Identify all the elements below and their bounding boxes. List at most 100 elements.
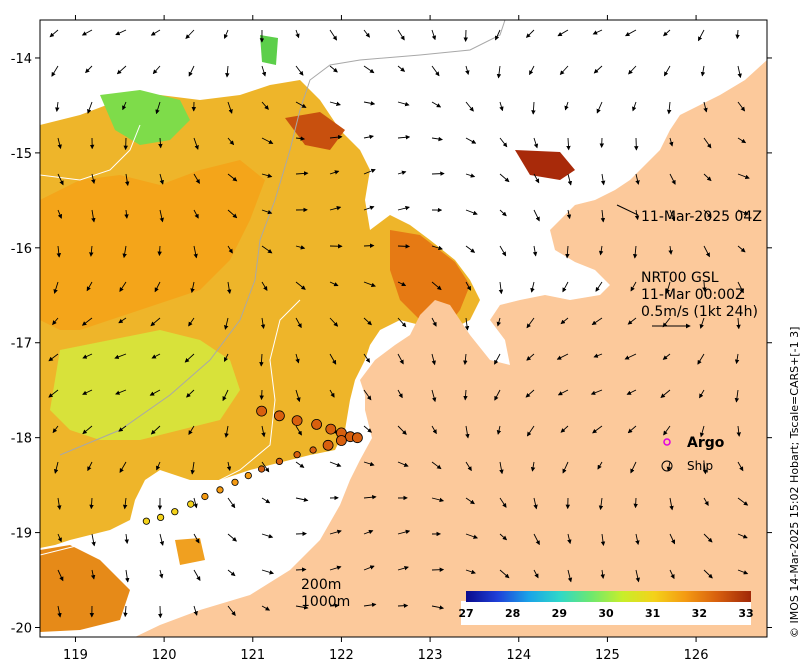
- current-vector: [562, 281, 569, 293]
- sst-green-patch: [100, 90, 190, 145]
- current-vector: [465, 209, 478, 215]
- current-vector: [363, 602, 377, 608]
- current-vector: [700, 65, 706, 77]
- current-vector: [663, 29, 671, 37]
- current-vector: [556, 353, 569, 360]
- x-tick-label: 126: [684, 648, 709, 663]
- current-vector: [53, 461, 59, 474]
- argo-legend-label: Argo: [687, 435, 725, 451]
- current-vector: [261, 569, 275, 575]
- current-vector: [57, 173, 64, 186]
- current-vector: [625, 29, 637, 37]
- current-vectors: [48, 29, 750, 619]
- current-vector: [329, 529, 342, 535]
- y-axis: -14 -15 -16 -17 -18 -19 -20: [11, 52, 772, 637]
- current-vector: [227, 245, 233, 254]
- current-vector: [532, 245, 538, 257]
- current-vector: [363, 353, 371, 363]
- current-vector: [329, 461, 342, 467]
- current-vector: [397, 565, 409, 571]
- current-vector: [156, 461, 161, 471]
- current-vector: [529, 65, 535, 76]
- current-vector: [81, 29, 93, 36]
- contour-1000m: [40, 299, 301, 556]
- ship-track-point: [309, 446, 317, 454]
- x-tick-label: 119: [63, 648, 88, 663]
- plot-area: [40, 20, 767, 637]
- current-vector: [260, 317, 266, 330]
- current-vector: [329, 134, 343, 140]
- current-vector: [193, 245, 198, 259]
- current-vector: [463, 353, 468, 366]
- current-vector: [630, 281, 637, 292]
- current-vector: [363, 101, 376, 106]
- current-vector: [591, 317, 603, 326]
- y-tick-label: -20: [11, 622, 32, 637]
- current-vector: [51, 65, 59, 77]
- current-vector: [329, 565, 342, 571]
- current-vector: [737, 209, 749, 215]
- current-vector: [363, 494, 377, 500]
- colorbar-labels: 27 28 29 30 31 32 33: [458, 607, 753, 620]
- sst-small-patch: [175, 538, 205, 565]
- current-vector: [227, 137, 235, 146]
- current-vector: [626, 389, 637, 395]
- current-vector: [697, 353, 705, 365]
- current-vector: [397, 101, 410, 107]
- current-vector: [188, 65, 195, 77]
- current-vector: [564, 101, 569, 111]
- current-vector: [525, 29, 535, 38]
- current-vector: [463, 389, 468, 401]
- current-vector: [562, 461, 569, 474]
- current-vector: [157, 245, 162, 257]
- current-vector: [295, 281, 306, 290]
- current-vector: [737, 65, 742, 79]
- current-vector: [227, 101, 233, 114]
- current-vector: [363, 281, 376, 287]
- current-vector: [560, 317, 569, 325]
- current-vector: [91, 173, 96, 185]
- current-vector: [363, 565, 375, 571]
- current-vector: [150, 29, 161, 36]
- current-vector: [48, 389, 59, 398]
- current-vector: [633, 497, 638, 509]
- y-tick-label: -19: [11, 527, 32, 542]
- y-tick-label: -14: [11, 52, 32, 67]
- ship-track-point: [257, 465, 266, 473]
- current-vector: [530, 461, 536, 472]
- current-vector: [222, 389, 229, 402]
- ship-track-point: [187, 500, 195, 508]
- current-vector: [526, 425, 535, 437]
- land-mass: [135, 60, 767, 637]
- current-vector: [295, 65, 304, 76]
- plot-frame: [39, 19, 768, 638]
- contour-1000m-north: [40, 124, 141, 181]
- current-vector: [624, 353, 637, 360]
- current-vector: [669, 209, 676, 222]
- colorbar: [466, 591, 751, 602]
- current-vector: [329, 389, 335, 398]
- current-vector: [598, 497, 604, 511]
- current-vector: [223, 317, 229, 330]
- current-vector: [526, 317, 535, 329]
- current-vector: [496, 65, 502, 79]
- current-vector: [295, 317, 302, 329]
- current-vector: [193, 605, 198, 616]
- current-vector: [295, 605, 309, 610]
- current-vector: [363, 389, 372, 401]
- colorbar-label: 27: [458, 607, 473, 620]
- current-vector: [227, 173, 238, 182]
- contour-1000m-label: 1000m: [301, 594, 350, 610]
- current-vector: [699, 389, 705, 399]
- current-vector: [499, 101, 504, 112]
- current-vector: [49, 29, 59, 38]
- current-vector: [295, 29, 300, 39]
- current-vector: [295, 389, 301, 403]
- sst-south-patch: [40, 545, 130, 632]
- current-vector: [82, 425, 93, 435]
- current-vector: [465, 497, 475, 505]
- current-vector: [699, 425, 705, 438]
- current-vector: [526, 353, 535, 361]
- current-vector: [227, 209, 238, 219]
- current-vector: [52, 317, 59, 326]
